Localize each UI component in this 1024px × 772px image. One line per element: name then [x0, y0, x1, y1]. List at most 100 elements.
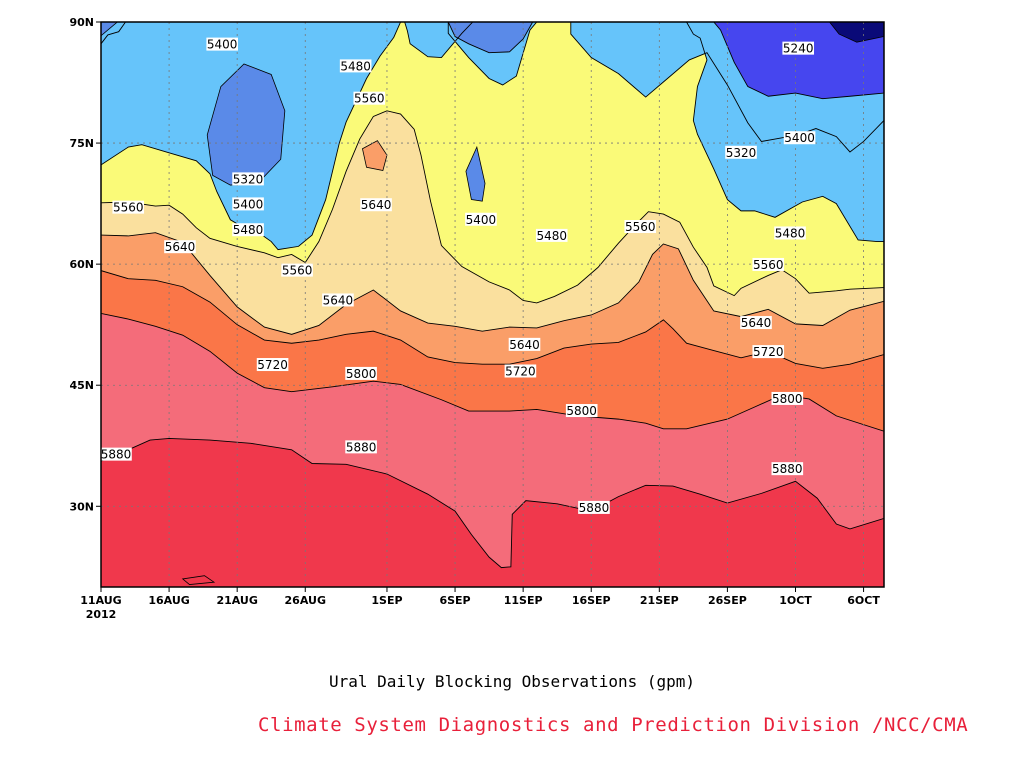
contour-line-5560: [101, 110, 884, 304]
contour-label: 5800: [772, 392, 803, 406]
contour-label: 5560: [282, 264, 313, 278]
contour-label-bg: [206, 37, 238, 51]
contour-label: 5800: [346, 367, 377, 381]
contour-label-bg: [752, 257, 785, 271]
contour-label: 5400: [466, 213, 497, 227]
x-tick-label: 6OCT: [847, 594, 880, 607]
x-year-label: 2012: [86, 608, 117, 621]
contour-label-bg: [164, 240, 196, 254]
contour-label: 5640: [741, 316, 772, 330]
pocket-5880: [181, 575, 216, 585]
contour-label-bg: [578, 500, 610, 514]
contour-label: 5720: [257, 358, 288, 372]
contour-label: 5480: [233, 223, 264, 237]
contour-label: 5640: [361, 198, 392, 212]
y-tick-label: 30N: [69, 500, 94, 513]
contour-label-bg: [353, 91, 386, 105]
contour-label: 5560: [354, 92, 385, 106]
contour-label: 5800: [566, 404, 597, 418]
band-5320: [448, 22, 533, 53]
contour-line-5320: [447, 22, 534, 54]
contour-label-bg: [232, 197, 264, 211]
contour-label-bg: [232, 223, 264, 237]
contour-label: 5880: [772, 462, 803, 476]
contour-label-bg: [281, 263, 313, 277]
contour-label-bg: [256, 358, 289, 372]
contour-label-bg: [624, 220, 657, 234]
y-tick-label: 90N: [69, 16, 94, 29]
x-tick-label: 1SEP: [371, 594, 402, 607]
contour-label-bg: [360, 198, 392, 212]
x-tick-label: 11SEP: [504, 594, 543, 607]
x-tick-label: 16AUG: [148, 594, 189, 607]
contour-label-bg: [771, 391, 804, 405]
contour-label: 5560: [113, 201, 144, 215]
contour-label-bg: [101, 447, 132, 461]
contour-label-bg: [232, 172, 264, 186]
credit-line: Climate System Diagnostics and Predictio…: [258, 714, 969, 736]
contour-label: 5560: [753, 258, 784, 272]
contour-label-bg: [112, 200, 145, 214]
x-tick-label: 6SEP: [439, 594, 470, 607]
contour-line-5640: [101, 232, 884, 335]
x-tick-label: 11AUG: [80, 594, 121, 607]
contour-label-bg: [322, 293, 354, 307]
contour-label: 5720: [505, 364, 536, 378]
x-tick-label: 16SEP: [572, 594, 611, 607]
contour-label: 5640: [509, 338, 540, 352]
plot-frame: [100, 21, 885, 588]
contour-label: 5640: [323, 293, 354, 307]
contour-label-bg: [725, 145, 757, 159]
contour-label: 5880: [101, 448, 132, 462]
contour-label-bg: [508, 337, 541, 351]
contour-label-bg: [740, 316, 772, 330]
contour-label: 5480: [536, 229, 567, 243]
x-tick-label: 26AUG: [285, 594, 326, 607]
contour-label-bg: [339, 59, 372, 73]
contour-line-5800: [101, 312, 884, 432]
contour-label: 5640: [165, 240, 196, 254]
contour-label: 5320: [726, 146, 757, 160]
contour-line-5880: [101, 438, 884, 569]
contour-label: 5480: [340, 59, 371, 73]
pocket-5640: [361, 140, 388, 171]
chart-title: Ural Daily Blocking Observations (gpm): [328, 672, 696, 691]
contour-label-bg: [535, 228, 568, 242]
contour-label: 5880: [346, 440, 377, 454]
contour-label: 5400: [233, 197, 264, 211]
contour-label-bg: [782, 41, 815, 55]
band-5240: [713, 22, 884, 99]
contour-label: 5400: [207, 38, 238, 52]
band-5880: [101, 438, 884, 587]
contour-label: 5720: [753, 345, 784, 359]
x-tick-label: 21SEP: [640, 594, 679, 607]
contour-label-bg: [345, 440, 377, 454]
y-tick-label: 60N: [69, 258, 94, 271]
contour-label-bg: [774, 226, 806, 240]
y-tick-label: 45N: [69, 379, 94, 392]
contour-label-bg: [465, 212, 497, 226]
contour-label-bg: [783, 131, 816, 145]
contour-label-bg: [504, 364, 537, 378]
contour-line-5240: [713, 22, 884, 100]
band-5400: [101, 22, 884, 152]
pocket-5160: [829, 22, 884, 43]
x-tick-label: 1OCT: [779, 594, 812, 607]
pocket-5400b: [465, 145, 486, 202]
plot-area: 5400 5480 5560 5320 5400 5480 5560 5640 5560 5640…: [101, 22, 884, 587]
contour-label: 5880: [579, 501, 610, 515]
contour-label-bg: [771, 462, 804, 476]
contour-label: 5400: [784, 131, 815, 145]
contour-label-bg: [345, 366, 377, 380]
contour-line-5720: [101, 270, 884, 369]
pocket-corner: [101, 22, 118, 37]
y-tick-label: 75N: [69, 137, 94, 150]
contour-label: 5480: [775, 226, 806, 240]
contour-label: 5320: [233, 172, 264, 186]
contour-label: 5560: [625, 220, 656, 234]
x-tick-label: 26SEP: [708, 594, 747, 607]
x-tick-label: 21AUG: [216, 594, 257, 607]
contour-label-bg: [565, 404, 598, 418]
